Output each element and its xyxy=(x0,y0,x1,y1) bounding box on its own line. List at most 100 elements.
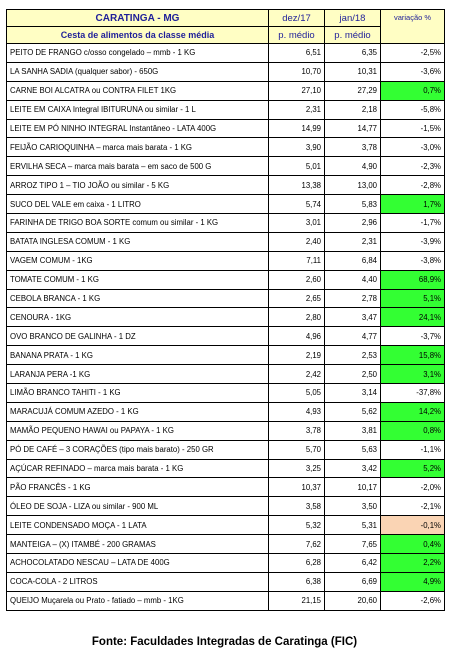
variation-value: 1,7% xyxy=(380,194,445,215)
price-dec: 5,70 xyxy=(268,439,325,460)
col-variation: variação % xyxy=(380,9,445,44)
price-jan: 2,18 xyxy=(324,99,381,120)
table-row: CARNE BOI ALCATRA ou CONTRA FILET 1KG 27,… xyxy=(6,80,445,101)
table-row: PÓ DE CAFÉ – 3 CORAÇÕES (tipo mais barat… xyxy=(6,439,445,460)
variation-value: -3,6% xyxy=(380,61,445,82)
price-jan: 5,63 xyxy=(324,439,381,460)
price-dec: 21,15 xyxy=(268,590,325,611)
product-name: MANTEIGA – (X) ITAMBÉ - 200 GRAMAS xyxy=(6,534,269,555)
table-row: ARROZ TIPO 1 – TIO JOÃO ou similar - 5 K… xyxy=(6,175,445,196)
product-name: BATATA INGLESA COMUM - 1 KG xyxy=(6,231,269,252)
price-dec: 7,11 xyxy=(268,250,325,271)
variation-value: 5,1% xyxy=(380,288,445,309)
price-dec: 3,25 xyxy=(268,458,325,479)
product-name: LARANJA PERA -1 KG xyxy=(6,364,269,385)
price-dec: 4,96 xyxy=(268,326,325,347)
price-dec: 3,58 xyxy=(268,496,325,517)
price-table-body: CARATINGA - MG dez/17 jan/18 variação % … xyxy=(6,9,445,611)
product-name: LEITE CONDENSADO MOÇA - 1 LATA xyxy=(6,515,269,536)
product-name: CENOURA - 1KG xyxy=(6,307,269,328)
product-name: BANANA PRATA - 1 KG xyxy=(6,345,269,366)
variation-value: -3,9% xyxy=(380,231,445,252)
variation-value: -2,3% xyxy=(380,156,445,177)
table-row: FARINHA DE TRIGO BOA SORTE comum ou simi… xyxy=(6,213,445,233)
variation-value: 14,2% xyxy=(380,401,445,422)
price-jan: 4,90 xyxy=(324,156,381,177)
variation-value: 0,4% xyxy=(380,534,445,555)
header-row-bottom: Cesta de alimentos da classe média p. mé… xyxy=(6,26,445,44)
table-row: ACHOCOLATADO NESCAU – LATA DE 400G 6,28 6,… xyxy=(6,553,445,573)
price-dec: 14,99 xyxy=(268,118,325,139)
price-jan: 6,42 xyxy=(324,553,381,573)
price-dec: 3,90 xyxy=(268,137,325,158)
product-name: LEITE EM PÓ NINHO INTEGRAL Instantâneo -… xyxy=(6,118,269,139)
table-title: CARATINGA - MG xyxy=(6,9,269,27)
table-row: AÇÚCAR REFINADO – marca mais barata - 1 … xyxy=(6,458,445,479)
table-row: LIMÃO BRANCO TAHITI - 1 KG 5,05 3,14 -37,8% xyxy=(6,383,445,403)
variation-value: 3,1% xyxy=(380,364,445,385)
product-name: OVO BRANCO DE GALINHA - 1 DZ xyxy=(6,326,269,347)
product-name: AÇÚCAR REFINADO – marca mais barata - 1 … xyxy=(6,458,269,479)
variation-value: -3,7% xyxy=(380,326,445,347)
product-name: LA SANHA SADIA (qualquer sabor) - 650G xyxy=(6,61,269,82)
price-jan: 13,00 xyxy=(324,175,381,196)
variation-value: -2,8% xyxy=(380,175,445,196)
variation-value: 15,8% xyxy=(380,345,445,366)
table-row: MANTEIGA – (X) ITAMBÉ - 200 GRAMAS 7,62 7,… xyxy=(6,534,445,555)
price-jan: 14,77 xyxy=(324,118,381,139)
price-dec: 5,05 xyxy=(268,383,325,403)
price-jan: 4,40 xyxy=(324,269,381,290)
price-dec: 10,37 xyxy=(268,477,325,498)
product-name: CEBOLA BRANCA - 1 KG xyxy=(6,288,269,309)
price-jan: 6,35 xyxy=(324,43,381,63)
variation-value: -3,0% xyxy=(380,137,445,158)
product-name: VAGEM COMUM - 1KG xyxy=(6,250,269,271)
col-jan-month: jan/18 xyxy=(324,9,381,27)
table-row: LEITE EM PÓ NINHO INTEGRAL Instantâneo -… xyxy=(6,118,445,139)
product-name: COCA-COLA - 2 LITROS xyxy=(6,571,269,592)
price-dec: 2,60 xyxy=(268,269,325,290)
variation-value: -1,1% xyxy=(380,439,445,460)
variation-value: -2,6% xyxy=(380,590,445,611)
price-jan: 5,83 xyxy=(324,194,381,215)
variation-value: 5,2% xyxy=(380,458,445,479)
price-jan: 2,53 xyxy=(324,345,381,366)
variation-value: -2,5% xyxy=(380,43,445,63)
price-jan: 3,14 xyxy=(324,383,381,403)
price-dec: 13,38 xyxy=(268,175,325,196)
product-name: PEITO DE FRANGO c/osso congelado – mmb -… xyxy=(6,43,269,63)
price-jan: 2,50 xyxy=(324,364,381,385)
table-subtitle: Cesta de alimentos da classe média xyxy=(6,26,269,44)
product-name: ERVILHA SECA – marca mais barata – em sa… xyxy=(6,156,269,177)
table-row: VAGEM COMUM - 1KG 7,11 6,84 -3,8% xyxy=(6,250,445,271)
table-row: CEBOLA BRANCA - 1 KG 2,65 2,78 5,1% xyxy=(6,288,445,309)
product-name: ÓLEO DE SOJA - LIZA ou similar - 900 ML xyxy=(6,496,269,517)
source-note: Fonte: Faculdades Integradas de Carating… xyxy=(91,636,358,648)
table-row: TOMATE COMUM - 1 KG 2,60 4,40 68,9% xyxy=(6,269,445,290)
product-name: LEITE EM CAIXA Integral IBITURUNA ou sim… xyxy=(6,99,269,120)
product-name: MAMÃO PEQUENO HAWAI ou PAPAYA - 1 KG xyxy=(6,420,269,441)
variation-value: -2,0% xyxy=(380,477,445,498)
price-dec: 6,38 xyxy=(268,571,325,592)
product-name: TOMATE COMUM - 1 KG xyxy=(6,269,269,290)
variation-value: 24,1% xyxy=(380,307,445,328)
price-dec: 6,51 xyxy=(268,43,325,63)
price-jan: 2,31 xyxy=(324,231,381,252)
price-jan: 20,60 xyxy=(324,590,381,611)
variation-value: -1,5% xyxy=(380,118,445,139)
price-dec: 5,74 xyxy=(268,194,325,215)
price-jan: 5,62 xyxy=(324,401,381,422)
price-jan: 6,69 xyxy=(324,571,381,592)
product-name: PÓ DE CAFÉ – 3 CORAÇÕES (tipo mais barat… xyxy=(6,439,269,460)
price-jan: 10,31 xyxy=(324,61,381,82)
price-jan: 2,96 xyxy=(324,213,381,233)
table-row: MAMÃO PEQUENO HAWAI ou PAPAYA - 1 KG 3,78… xyxy=(6,420,445,441)
product-name: QUEIJO Muçarela ou Prato - fatiado – mmb… xyxy=(6,590,269,611)
table-row: BANANA PRATA - 1 KG 2,19 2,53 15,8% xyxy=(6,345,445,366)
price-jan: 2,78 xyxy=(324,288,381,309)
price-dec: 2,42 xyxy=(268,364,325,385)
header-row-top: CARATINGA - MG dez/17 jan/18 variação % xyxy=(6,9,445,44)
product-name: PÃO FRANCÊS - 1 KG xyxy=(6,477,269,498)
price-dec: 5,32 xyxy=(268,515,325,536)
table-row: LEITE EM CAIXA Integral IBITURUNA ou sim… xyxy=(6,99,445,120)
